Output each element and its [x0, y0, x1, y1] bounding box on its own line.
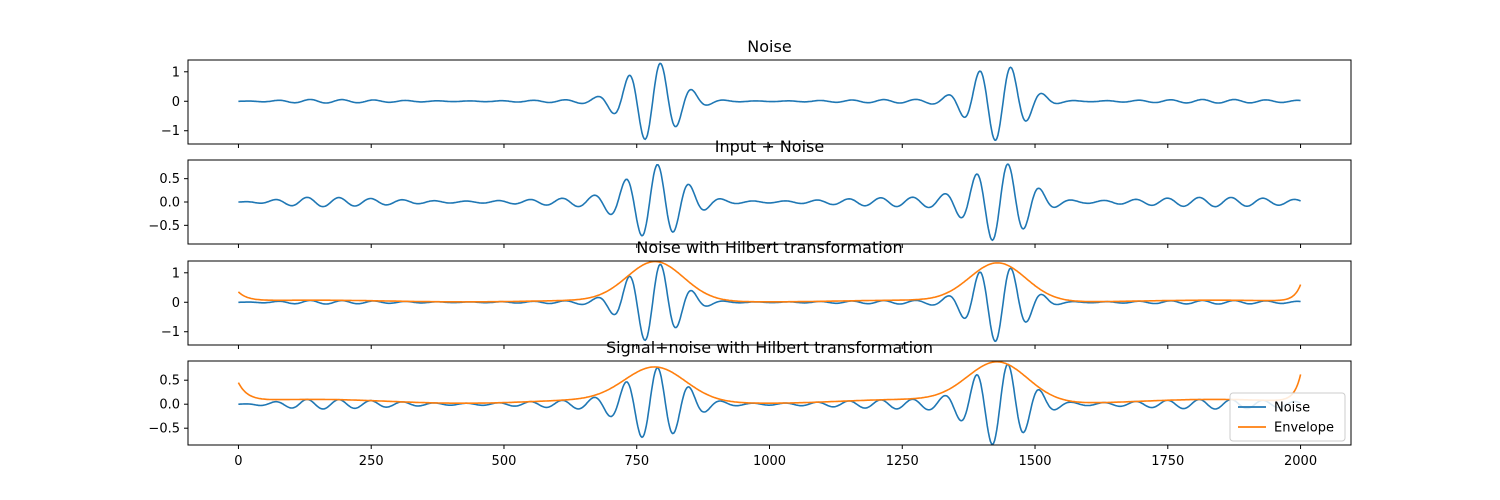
subplots: Noise 1 0 −1 Input + Noise 0.5 0.0 −0.5 Noise wi…: [148, 37, 1352, 469]
x-tick-label: 1500: [1018, 454, 1051, 469]
legend-box: [1229, 392, 1346, 442]
legend-label-envelope: Envelope: [1274, 421, 1334, 436]
subplot-title: Input + Noise: [715, 137, 824, 156]
y-tick-label: 0.5: [159, 374, 180, 389]
subplot-3: Noise with Hilbert transformation 1 0 −1: [161, 238, 1352, 349]
y-tick-label: 0.0: [159, 196, 180, 211]
legend: Noise Envelope: [1229, 392, 1346, 442]
x-tick-label: 250: [359, 454, 384, 469]
y-tick-label: −1: [161, 325, 180, 340]
subplot-title: Signal+noise with Hilbert transformation: [606, 338, 933, 357]
x-tick-label: 1250: [886, 454, 919, 469]
y-tick-label: 0: [172, 95, 180, 110]
y-tick-label: 1: [172, 65, 180, 80]
subplot-1: Noise 1 0 −1: [161, 37, 1352, 148]
series-line-envelope: [237, 361, 1302, 404]
y-tick-label: 0.0: [159, 398, 180, 413]
legend-label-noise: Noise: [1274, 401, 1310, 416]
x-tick-label: 0: [234, 454, 242, 469]
series-line-noise: [238, 62, 1301, 142]
x-tick-label: 1750: [1151, 454, 1184, 469]
x-tick-label: 500: [492, 454, 517, 469]
y-tick-label: 0.5: [159, 172, 180, 187]
series-line-noise: [238, 363, 1301, 445]
y-tick-label: −0.5: [148, 422, 180, 437]
y-tick-label: 0: [172, 296, 180, 311]
x-tick-label: 2000: [1284, 454, 1317, 469]
subplot-title: Noise: [747, 37, 791, 56]
subplot-title: Noise with Hilbert transformation: [636, 238, 902, 257]
series-line-envelope: [237, 261, 1302, 303]
y-tick-label: −1: [161, 124, 180, 139]
series-line-noise: [238, 263, 1301, 343]
subplot-2: Input + Noise 0.5 0.0 −0.5: [148, 137, 1352, 248]
subplot-4: Signal+noise with Hilbert transformation…: [148, 338, 1352, 469]
x-tick-label: 1000: [753, 454, 786, 469]
series-line-noise: [238, 163, 1301, 242]
y-tick-label: −0.5: [148, 219, 180, 234]
x-tick-label: 750: [624, 454, 649, 469]
y-tick-label: 1: [172, 266, 180, 281]
